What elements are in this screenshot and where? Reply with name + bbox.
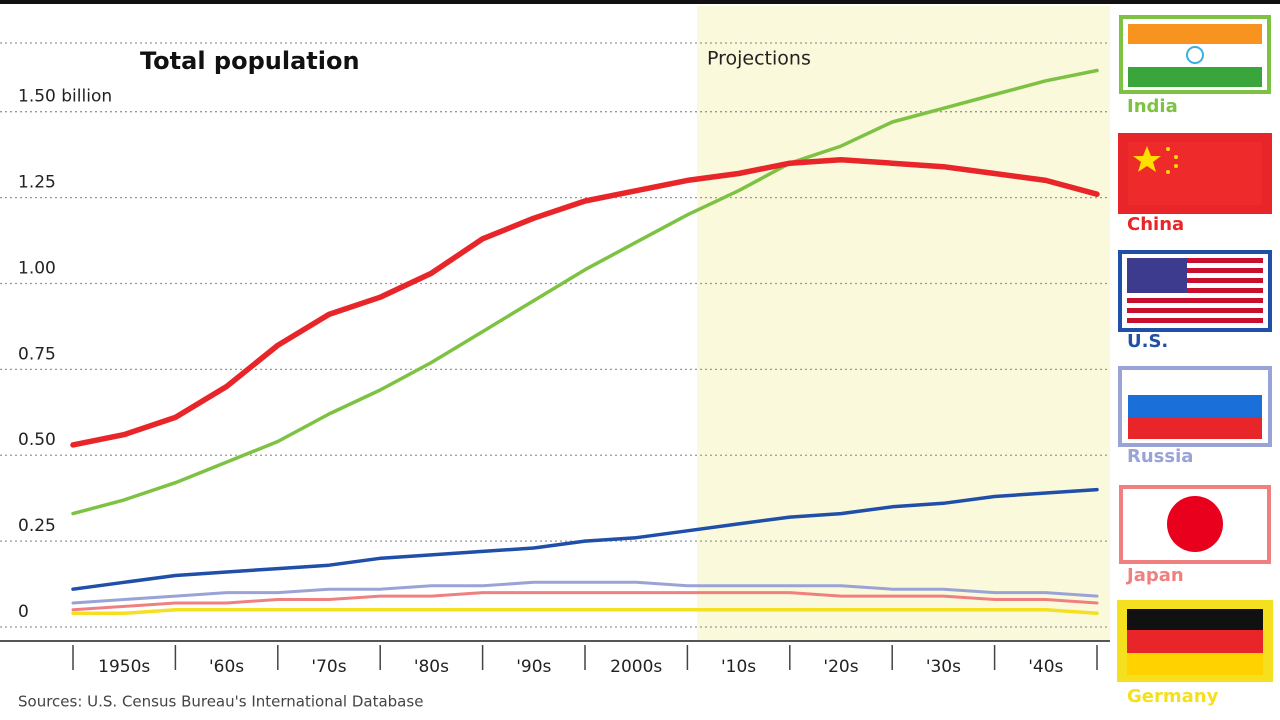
legend-label: Japan	[1125, 565, 1184, 586]
flag-us	[1118, 250, 1272, 332]
flag-japan	[1119, 485, 1271, 564]
grid: 0 0.25 0.50 0.75 1.00 1.25 1.50 billion 1950s '6…	[0, 42, 1110, 677]
y-tick-label: 1.50 billion	[18, 87, 112, 107]
flag-china	[1118, 133, 1272, 214]
series-line	[70, 157, 1100, 448]
source: Sources: U.S. Census Bureau's Internatio…	[18, 693, 423, 711]
x-tick-label: 1950s	[98, 657, 150, 677]
flag-india	[1119, 15, 1271, 94]
legend-label: Germany	[1127, 686, 1219, 707]
y-tick-label: 1.25	[18, 173, 56, 193]
x-tick-label: '20s	[823, 657, 858, 677]
series-line	[71, 487, 1099, 591]
chart-title: Total population	[140, 47, 360, 75]
y-tick-label: 0.75	[18, 344, 56, 364]
legend-label: U.S.	[1127, 331, 1168, 352]
x-tick-label: '40s	[1028, 657, 1063, 677]
flags	[1117, 15, 1273, 682]
legend-label: India	[1127, 96, 1178, 117]
x-tick-label: 2000s	[610, 657, 662, 677]
x-tick-label: '90s	[516, 657, 551, 677]
legend-label: China	[1127, 214, 1184, 235]
x-tick-label: '70s	[311, 657, 346, 677]
top-bar	[0, 0, 1280, 4]
flag-russia	[1118, 366, 1272, 447]
flag-germany	[1117, 600, 1273, 682]
x-tick-label: '60s	[209, 657, 244, 677]
lines	[70, 68, 1100, 616]
series-line	[71, 591, 1099, 612]
legend: India China U.S. Russia Japan Germany	[1125, 96, 1219, 707]
legend-label: Russia	[1127, 446, 1193, 467]
y-tick-label: 0.25	[18, 516, 56, 536]
y-tick-label: 1.00	[18, 258, 56, 278]
y-tick-label: 0.50	[18, 430, 56, 450]
series-line	[71, 608, 1099, 616]
projection-shade	[697, 6, 1110, 641]
x-tick-label: '80s	[414, 657, 449, 677]
y-tick-label: 0	[18, 602, 29, 622]
series-line	[71, 580, 1099, 605]
x-tick-label: '10s	[721, 657, 756, 677]
series-line	[71, 68, 1099, 516]
x-tick-label: '30s	[926, 657, 961, 677]
annotation: Projections	[707, 48, 811, 70]
